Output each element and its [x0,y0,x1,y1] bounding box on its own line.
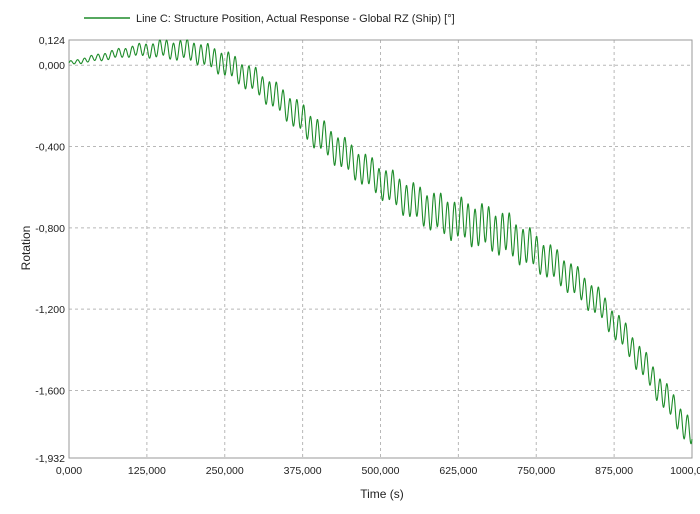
legend: Line C: Structure Position, Actual Respo… [84,13,455,25]
series-line [68,39,693,445]
y-axis-title: Rotation [19,226,33,271]
x-tick-label: 125,000 [128,465,166,477]
y-tick-label: -0,800 [35,223,65,235]
grid-layer [69,40,692,458]
x-tick-label: 0,000 [56,465,82,477]
series-layer [68,39,693,445]
legend-label: Line C: Structure Position, Actual Respo… [136,13,455,25]
y-tick-labels: 0,124 0,000 -0,400 -0,800 -1,200 -1,600 -1,932 [35,35,65,465]
x-tick-label: 500,000 [362,465,400,477]
y-tick-label: 0,000 [39,60,65,72]
y-tick-label: 0,124 [39,35,65,47]
y-tick-label: -1,200 [35,304,65,316]
x-tick-label: 1000,000 [670,465,700,477]
plot-frame [68,39,693,459]
x-tick-label: 875,000 [595,465,633,477]
x-axis-title: Time (s) [360,487,404,501]
y-tick-label: -1,932 [35,453,65,465]
y-tick-label: -0,400 [35,142,65,154]
x-tick-labels: 0,000 125,000 250,000 375,000 500,000 625,000… [56,465,700,477]
x-tick-label: 625,000 [439,465,477,477]
y-tick-label: -1,600 [35,386,65,398]
x-tick-label: 750,000 [517,465,555,477]
x-tick-label: 250,000 [206,465,244,477]
x-tick-label: 375,000 [284,465,322,477]
